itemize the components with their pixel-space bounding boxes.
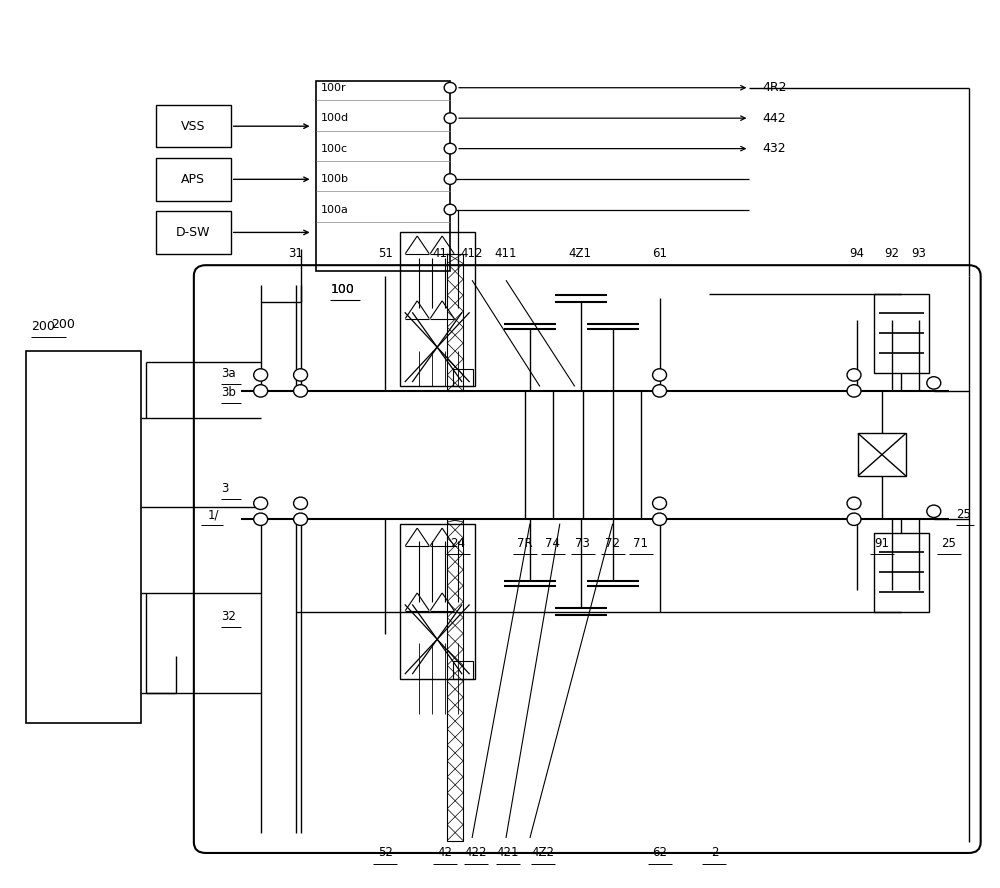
Text: 94: 94	[850, 247, 865, 260]
Text: 100d: 100d	[320, 113, 349, 123]
Text: 61: 61	[652, 247, 667, 260]
Circle shape	[927, 377, 941, 389]
Text: 100a: 100a	[320, 204, 348, 215]
Circle shape	[444, 83, 456, 93]
Text: VSS: VSS	[181, 120, 206, 132]
Circle shape	[254, 369, 268, 381]
Bar	[874, 533, 929, 612]
Text: 41: 41	[433, 247, 448, 260]
Bar	[156, 105, 231, 147]
Text: 3a: 3a	[221, 367, 235, 380]
Text: 432: 432	[762, 142, 786, 155]
Text: 7R: 7R	[517, 536, 533, 550]
Text: 411: 411	[495, 247, 517, 260]
Text: 62: 62	[652, 846, 667, 860]
Circle shape	[444, 113, 456, 123]
Circle shape	[444, 204, 456, 215]
Circle shape	[254, 385, 268, 397]
Text: 442: 442	[762, 112, 786, 124]
Bar	[447, 254, 463, 391]
Text: 422: 422	[465, 846, 487, 860]
Text: 100: 100	[330, 282, 354, 296]
Circle shape	[653, 497, 667, 510]
Circle shape	[847, 369, 861, 381]
Text: 92: 92	[884, 247, 899, 260]
Bar	[156, 158, 231, 201]
Text: 2: 2	[711, 846, 718, 860]
Text: 31: 31	[288, 247, 303, 260]
Text: 1/: 1/	[207, 508, 219, 521]
Circle shape	[847, 513, 861, 526]
Text: 51: 51	[378, 247, 393, 260]
Circle shape	[847, 497, 861, 510]
Text: 25: 25	[941, 536, 956, 550]
Text: 25: 25	[956, 508, 971, 521]
Bar	[453, 661, 473, 678]
Text: 74: 74	[545, 536, 560, 550]
Circle shape	[927, 505, 941, 518]
Text: 93: 93	[911, 247, 926, 260]
Text: D-SW: D-SW	[176, 226, 211, 239]
Text: 32: 32	[221, 610, 236, 623]
Circle shape	[294, 497, 308, 510]
Circle shape	[294, 369, 308, 381]
Circle shape	[294, 513, 308, 526]
Text: 100: 100	[330, 282, 354, 296]
Bar	[26, 351, 141, 723]
Bar	[447, 519, 463, 841]
Bar	[874, 294, 929, 373]
Text: 421: 421	[497, 846, 519, 860]
Circle shape	[653, 369, 667, 381]
Text: 73: 73	[575, 536, 590, 550]
Circle shape	[444, 143, 456, 154]
Text: 412: 412	[461, 247, 483, 260]
Circle shape	[294, 385, 308, 397]
Circle shape	[653, 385, 667, 397]
Text: 200: 200	[31, 320, 55, 333]
Text: 3: 3	[221, 482, 228, 495]
Text: 4Z2: 4Z2	[531, 846, 554, 860]
Text: 24: 24	[451, 536, 466, 550]
Bar	[400, 524, 475, 678]
Circle shape	[847, 385, 861, 397]
Bar	[858, 433, 906, 476]
Text: 72: 72	[605, 536, 620, 550]
Bar	[156, 211, 231, 254]
Text: 4Z1: 4Z1	[568, 247, 591, 260]
Text: 100c: 100c	[320, 144, 348, 154]
Circle shape	[653, 513, 667, 526]
Text: 100b: 100b	[320, 174, 349, 184]
Bar	[453, 369, 473, 386]
Circle shape	[254, 497, 268, 510]
Text: 3b: 3b	[221, 386, 236, 400]
Circle shape	[444, 174, 456, 185]
Text: 100r: 100r	[320, 83, 346, 92]
Bar	[400, 232, 475, 386]
Text: 91: 91	[874, 536, 889, 550]
Text: APS: APS	[181, 173, 205, 186]
Text: 4R2: 4R2	[762, 81, 787, 94]
Circle shape	[254, 513, 268, 526]
Text: 71: 71	[633, 536, 648, 550]
Text: 42: 42	[438, 846, 453, 860]
Text: 52: 52	[378, 846, 393, 860]
Bar	[316, 81, 450, 272]
Text: 200: 200	[51, 318, 75, 331]
